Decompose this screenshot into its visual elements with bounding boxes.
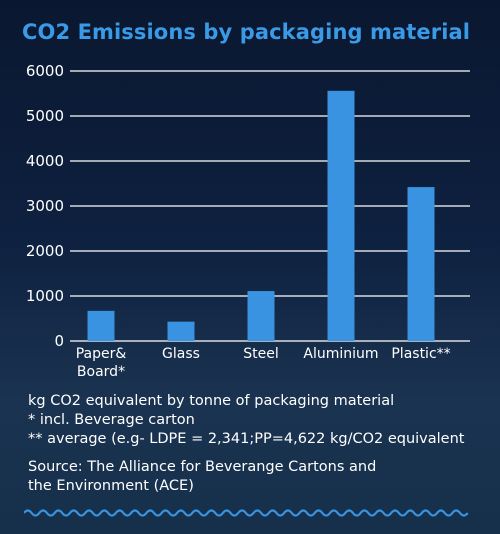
footnotes: kg CO2 equivalent by tonne of packaging … xyxy=(28,392,488,496)
y-tick-label: 3000 xyxy=(26,197,64,215)
x-category-label: Paper& Board* xyxy=(76,346,127,380)
bar xyxy=(87,310,115,341)
y-tick-label: 6000 xyxy=(26,62,64,80)
bar xyxy=(167,321,195,341)
bars xyxy=(87,90,435,341)
x-category-label: Aluminium xyxy=(303,346,378,362)
x-category-label: Steel xyxy=(243,346,279,362)
wave-decoration xyxy=(24,509,469,517)
bar xyxy=(327,90,355,341)
bar-chart: 0 1000 2000 3000 4000 5000 6000 Paper& Board* Gl… xyxy=(26,62,451,380)
y-tick-label: 4000 xyxy=(26,152,64,170)
source-line-2: the Environment (ACE) xyxy=(28,478,194,494)
footnote-plastic-average: ** average (e.g- LDPE = 2,341;PP=4,622 k… xyxy=(28,431,465,447)
chart-title: CO2 Emissions by packaging material xyxy=(22,20,471,44)
wave-line xyxy=(24,509,469,517)
y-tick-label: 5000 xyxy=(26,107,64,125)
units-note: kg CO2 equivalent by tonne of packaging … xyxy=(28,393,395,409)
footnote-beverage-carton: * incl. Beverage carton xyxy=(28,412,195,428)
bar xyxy=(407,187,435,341)
x-category-label: Plastic** xyxy=(391,346,450,362)
bar xyxy=(247,291,275,341)
y-tick-label: 1000 xyxy=(26,287,64,305)
y-tick-label: 2000 xyxy=(26,242,64,260)
y-axis-ticks: 0 1000 2000 3000 4000 5000 6000 xyxy=(26,62,64,350)
x-axis-labels: Paper& Board* Glass Steel Aluminium Plastic** xyxy=(76,346,451,380)
y-tick-label: 0 xyxy=(54,332,64,350)
source-line-1: Source: The Alliance for Beverange Carto… xyxy=(28,459,377,475)
x-category-label: Glass xyxy=(162,346,200,362)
